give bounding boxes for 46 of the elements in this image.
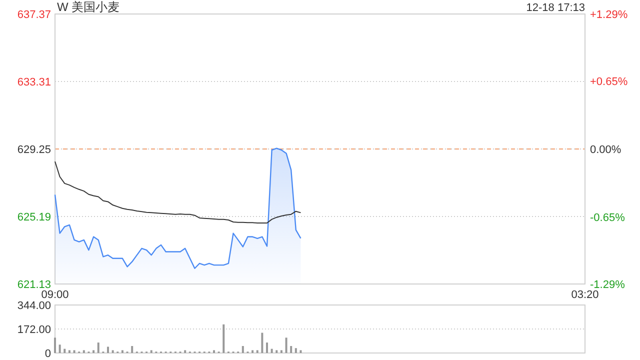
bar [54,338,56,353]
bar [92,350,95,353]
bar [150,350,152,353]
bar [290,346,292,353]
chart-title: W 美国小麦 [57,0,120,14]
bar [121,350,124,353]
y-tick-label: 621.13 [17,278,51,291]
bar [58,344,61,353]
bar [242,346,244,353]
bar [112,350,114,353]
bar [184,350,186,353]
bar [256,350,258,353]
annotation: 12-18 17:13 [526,2,585,14]
y2-tick-label: -0.65% [590,212,626,224]
bar [97,342,100,353]
bar [68,350,70,353]
bar [213,350,215,353]
bar [285,338,288,353]
bar [73,350,76,353]
y-tick-label: 625.19 [17,211,51,224]
y2-tick-label: 0.00% [590,144,622,156]
y-tick-label: 172.00 [17,324,51,336]
x-tick-label: 03:20 [571,289,599,301]
y2-tick-label: +1.29% [590,8,628,21]
bar [252,350,254,353]
bar [266,342,268,353]
bar [294,348,297,353]
x-tick-label: 09:00 [41,289,69,301]
bar [107,346,109,353]
bar [280,350,282,353]
y2-tick-label: -1.29% [590,278,626,291]
y2-tick-label: +0.65% [590,76,628,88]
bar [131,346,134,353]
line-series [54,160,302,224]
y-tick-label: 629.25 [17,144,51,156]
y-tick-label: 637.37 [17,8,51,21]
bar [276,350,278,353]
bar [64,348,66,353]
bar [270,348,273,353]
y-tick-label: 633.31 [17,76,51,88]
y-tick-label: 0 [44,348,51,360]
bar [82,350,85,353]
bar [261,332,264,353]
bar [300,350,302,353]
y-tick-label: 344.00 [17,300,51,312]
bar [222,324,225,353]
